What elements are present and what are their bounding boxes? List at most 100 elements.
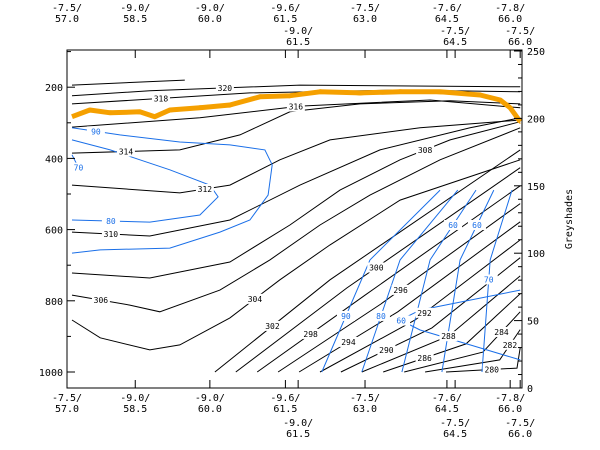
x-tick-label: 61.5	[273, 404, 297, 415]
y-tick-label-right: 100	[527, 249, 545, 260]
x-tick-label: 61.5	[286, 37, 310, 48]
contour-label: 300	[369, 264, 384, 273]
contour-label: 292	[417, 309, 432, 318]
humidity-contour-90	[71, 127, 273, 254]
theta-contour-300	[235, 167, 521, 373]
contour-label-bg	[286, 101, 305, 112]
contour-label-bg	[392, 315, 411, 326]
theta-contour-312	[71, 119, 521, 194]
contour-label-bg	[245, 293, 264, 304]
contour-label: 284	[494, 328, 509, 337]
contour-label: 280	[485, 365, 500, 374]
theta-contour-320	[71, 79, 185, 86]
x-tick-label: -7.5/	[350, 3, 380, 14]
x-tick-label: 63.0	[353, 404, 377, 415]
y-tick-label-left: 1000	[39, 368, 63, 379]
x-tick-label: 57.0	[55, 404, 79, 415]
contour-label-bg	[101, 229, 120, 240]
y-tick-label-right: 250	[527, 47, 545, 58]
x-tick-label: 66.0	[508, 37, 532, 48]
contour-label: 316	[289, 103, 304, 112]
x-tick-label: -7.6/	[432, 393, 462, 404]
contour-label-bg	[415, 352, 434, 363]
contour-label-bg	[367, 262, 386, 273]
x-tick-label: -7.5/	[350, 393, 380, 404]
contour-label: 318	[154, 94, 169, 103]
contour-label: 70	[484, 275, 494, 284]
contour-label: 308	[418, 146, 433, 155]
humidity-contour-70	[481, 189, 513, 373]
theta-contour-280	[445, 347, 521, 373]
contour-label: 294	[341, 338, 356, 347]
contour-label: 60	[396, 317, 406, 326]
contour-label-bg	[482, 364, 501, 375]
contour-label: 306	[94, 296, 109, 305]
theta-contour-302	[214, 149, 521, 373]
y-tick-label-right: 150	[527, 182, 545, 193]
theta-contour-314	[71, 100, 521, 154]
x-tick-label: 61.5	[286, 429, 310, 440]
contour-label-bg	[444, 219, 463, 230]
x-tick-label: 58.5	[123, 404, 147, 415]
x-tick-label: 64.5	[443, 37, 467, 48]
x-tick-label: -7.5/	[440, 26, 470, 37]
contour-label-bg	[391, 284, 410, 295]
contour-label-bg	[263, 320, 282, 331]
contour-label-bg	[339, 336, 358, 347]
contour-label-bg	[377, 344, 396, 355]
contour-label-bg	[301, 328, 320, 339]
contour-label-bg	[101, 216, 120, 227]
contour-label: 310	[104, 230, 119, 239]
x-tick-label: 64.5	[435, 404, 459, 415]
contour-label: 312	[198, 185, 213, 194]
theta-contour-306	[71, 127, 521, 313]
humidity-contour-90	[321, 189, 441, 373]
x-tick-label: -9.0/	[283, 418, 313, 429]
x-tick-label: 57.0	[55, 14, 79, 25]
contour-label: 314	[119, 147, 134, 156]
y-tick-label-right: 0	[527, 384, 533, 395]
theta-contour-284	[404, 311, 521, 373]
x-tick-label: 66.0	[508, 429, 532, 440]
x-tick-label: -7.8/	[495, 393, 525, 404]
x-tick-label: -7.5/	[505, 26, 535, 37]
x-tick-label: -7.5/	[440, 418, 470, 429]
x-tick-label: -9.0/	[195, 393, 225, 404]
axes: -7.5/57.0-7.5/57.0-9.0/58.5-9.0/58.5-9.0…	[39, 3, 545, 440]
x-tick-label: -7.8/	[495, 3, 525, 14]
contour-label-bg	[416, 144, 435, 155]
contour-label: 298	[303, 330, 318, 339]
contour-label: 80	[106, 217, 116, 226]
contour-label-bg	[415, 307, 434, 318]
theta-contour-282	[425, 329, 521, 373]
y-tick-label-left: 400	[45, 154, 63, 165]
contours: 320 318 316 314 312 310 308 306 304 302 300 298 296 2…	[69, 79, 523, 375]
contour-label: 60	[448, 221, 458, 230]
right-axis-label: Greyshades	[564, 189, 575, 249]
y-tick-label-left: 600	[45, 226, 63, 237]
x-tick-label: 60.0	[198, 14, 222, 25]
plot-frame	[66, 49, 523, 389]
x-tick-label: 66.0	[498, 14, 522, 25]
x-tick-label: -7.5/	[505, 418, 535, 429]
contour-label: 302	[265, 322, 280, 331]
tropopause-line-thin	[71, 89, 521, 124]
y-tick-label-right: 50	[527, 317, 539, 328]
contour-label-bg	[492, 326, 511, 337]
contour-label-bg	[86, 126, 105, 137]
y-tick-label-left: 800	[45, 297, 63, 308]
contour-label: 286	[417, 354, 432, 363]
x-tick-label: 60.0	[198, 404, 222, 415]
contour-label: 90	[91, 127, 101, 136]
contour-label: 304	[248, 295, 263, 304]
contour-label: 282	[503, 341, 518, 350]
contour-label: 288	[441, 332, 456, 341]
x-tick-label: 61.5	[273, 14, 297, 25]
contour-label: 60	[472, 221, 482, 230]
contour-label-bg	[500, 339, 519, 350]
contour-label-bg	[467, 219, 486, 230]
x-tick-label: -7.5/	[52, 393, 82, 404]
theta-contour-288	[361, 275, 521, 373]
theta-contour-296	[277, 203, 521, 373]
x-tick-label: 63.0	[353, 14, 377, 25]
